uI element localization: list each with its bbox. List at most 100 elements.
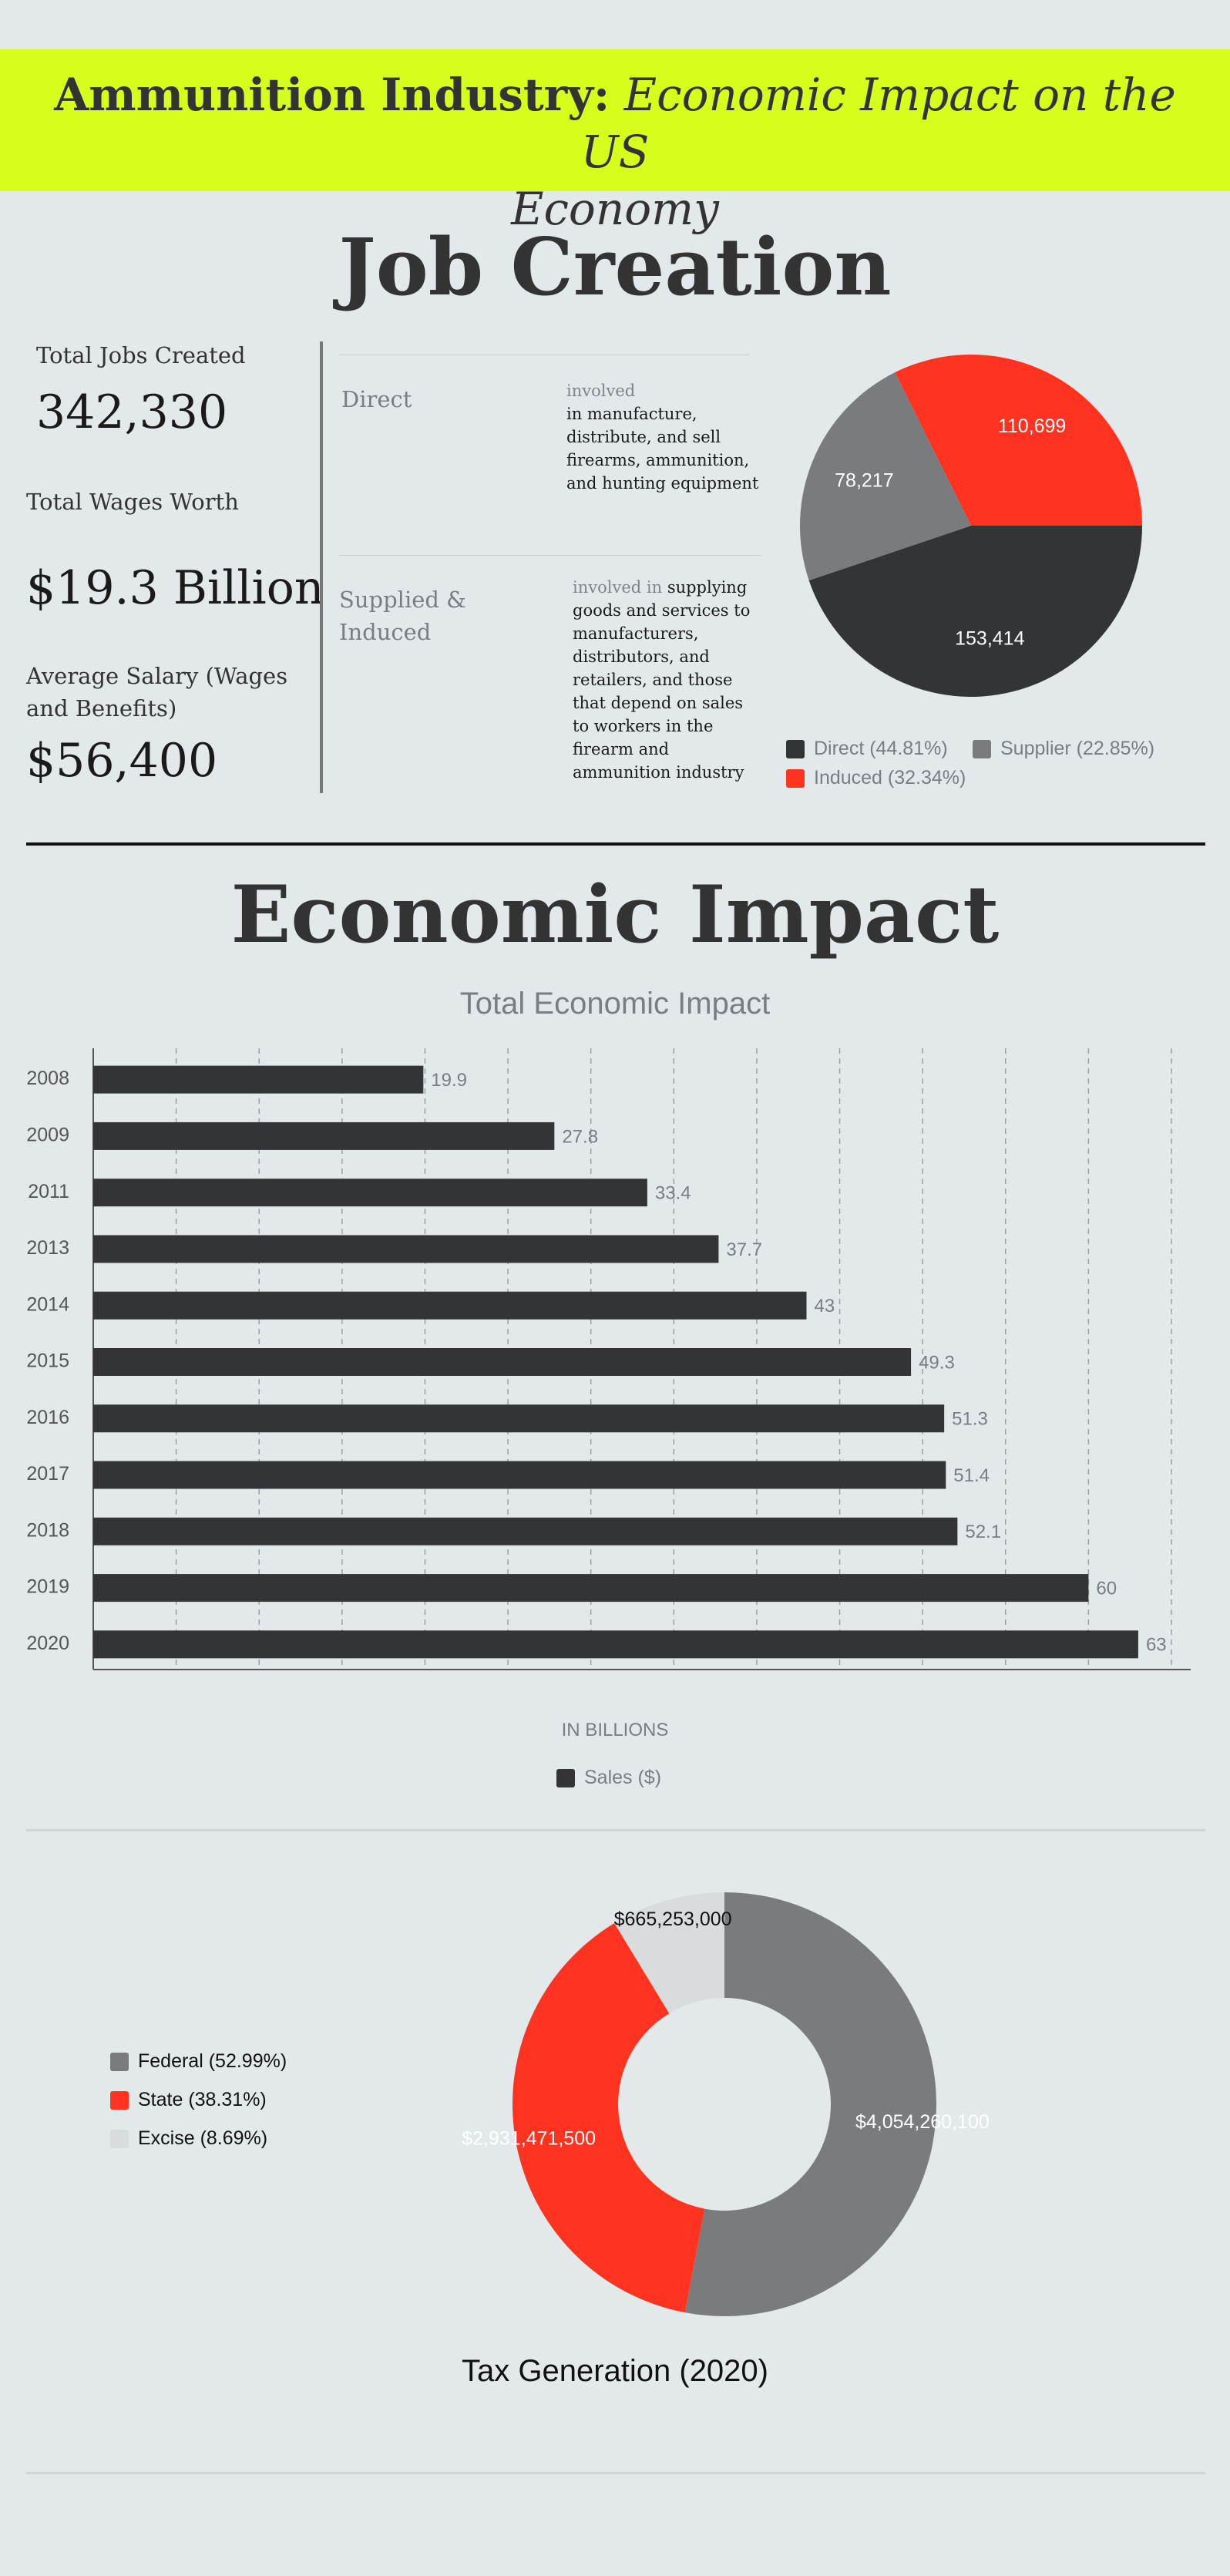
tax-donut-value-label: $665,253,000 <box>614 1908 732 1930</box>
legend-label: State (38.31%) <box>138 2089 267 2110</box>
section-divider <box>26 1829 1205 1831</box>
jobs-legend-item-supplier: Supplier (22.85%) <box>973 738 1154 760</box>
category-induced-lead: involved in <box>573 578 663 597</box>
bar-value-label: 51.4 <box>953 1465 990 1486</box>
bar-2019 <box>93 1574 1089 1602</box>
total-jobs-label: Total Jobs Created <box>36 342 246 368</box>
bar-2020 <box>93 1630 1138 1659</box>
y-tick-label: 2009 <box>26 1125 69 1146</box>
y-tick-label: 2013 <box>26 1237 69 1259</box>
category-induced-desc-line: firearm and <box>573 740 670 758</box>
legend-swatch <box>973 739 991 758</box>
tax-donut-slice-state <box>512 1923 705 2313</box>
jobs-pie-value-label: 78,217 <box>835 469 893 491</box>
section-divider <box>26 842 1205 846</box>
job-creation-title: Job Creation <box>338 221 892 314</box>
bar-value-label: 52.1 <box>965 1522 1001 1542</box>
jobs-legend-item-direct: Direct (44.81%) <box>786 738 948 760</box>
category-induced-desc-line: goods and services to <box>573 601 751 620</box>
category-induced-desc: involved in supplying goods and services… <box>573 576 750 784</box>
category-induced-name-line: Supplied & <box>339 587 466 613</box>
jobs-legend-item-induced: Induced (32.34%) <box>786 767 966 789</box>
bar-2018 <box>93 1517 958 1545</box>
jobs-pie-slice-direct <box>808 526 1142 698</box>
category-induced-desc-line: retailers, and those <box>573 671 733 689</box>
jobs-pie-chart: 153,414 78,217 110,699 <box>800 355 1142 698</box>
category-induced-desc-line: that depend on sales <box>573 694 744 712</box>
tax-legend-item-excise: Excise (8.69%) <box>110 2127 267 2150</box>
category-direct-desc: involved in manufacture, distribute, and… <box>566 379 758 495</box>
page-title: Ammunition Industry: Economic Impact on … <box>46 66 1184 237</box>
bar-2017 <box>93 1461 946 1489</box>
legend-label: Supplier (22.85%) <box>1000 738 1155 759</box>
legend-swatch <box>786 768 805 788</box>
bar-value-label: 43 <box>814 1296 835 1317</box>
bar-value-label: 19.9 <box>431 1070 467 1091</box>
jobs-pie-value-label: 153,414 <box>955 628 1024 650</box>
title-bold: Ammunition Industry: <box>54 69 610 121</box>
bar-chart-title: Total Economic Impact <box>459 987 771 1021</box>
legend-swatch <box>786 739 805 758</box>
bar-chart-xlabel: IN BILLIONS <box>561 1720 669 1740</box>
category-induced-desc-line: to workers in the <box>573 717 714 735</box>
y-tick-label: 2011 <box>28 1181 69 1202</box>
bar-value-label: 27.8 <box>562 1126 598 1147</box>
legend-label: Excise (8.69%) <box>138 2127 268 2149</box>
title-italic-line-1: Economic Impact on the US <box>580 69 1176 178</box>
legend-label: Sales ($) <box>584 1767 662 1788</box>
y-tick-label: 2017 <box>26 1463 69 1485</box>
category-induced-desc-line: ammunition industry <box>573 763 744 782</box>
bar-value-label: 33.4 <box>655 1183 691 1204</box>
tax-donut-chart: $4,054,260,100 $2,931,471,500 $665,253,000 <box>462 1892 990 2316</box>
category-direct-desc-line: in manufacture, <box>566 405 697 423</box>
y-tick-label: 2019 <box>26 1576 69 1598</box>
tax-donut-slice-federal <box>684 1892 936 2316</box>
bar-2011 <box>93 1179 647 1207</box>
y-tick-label: 2020 <box>26 1633 69 1654</box>
jobs-pie-slice-induced <box>895 355 1142 526</box>
avg-salary-value: $56,400 <box>26 734 218 788</box>
bar-value-label: 60 <box>1096 1578 1117 1599</box>
category-induced-name-line: Induced <box>339 619 432 645</box>
total-jobs-value: 342,330 <box>36 385 228 439</box>
y-tick-label: 2008 <box>26 1068 69 1089</box>
category-induced-desc-line: supplying <box>667 578 748 597</box>
y-tick-label: 2018 <box>26 1519 69 1541</box>
footer-divider <box>26 2472 1205 2474</box>
bar-2014 <box>93 1291 807 1320</box>
bar-value-label: 37.7 <box>726 1239 762 1260</box>
bar-2015 <box>93 1348 912 1376</box>
tax-legend-item-federal: Federal (52.99%) <box>110 2050 287 2073</box>
bar-2008 <box>93 1065 424 1094</box>
avg-salary-label-line-2: and Benefits) <box>26 695 177 721</box>
legend-swatch <box>110 2052 129 2071</box>
category-induced-desc-line: manufacturers, <box>573 624 699 643</box>
bar-legend-item-sales: Sales ($) <box>556 1767 661 1789</box>
category-direct-desc-line: firearms, ammunition, <box>566 451 750 469</box>
category-mid-rule <box>339 555 761 556</box>
legend-label: Direct (44.81%) <box>814 738 948 759</box>
legend-swatch <box>110 2129 129 2148</box>
tax-donut-value-label: $2,931,471,500 <box>462 2128 596 2150</box>
category-direct-name-line: Direct <box>341 386 412 412</box>
category-direct-name: Direct <box>341 383 412 415</box>
category-induced-name: Supplied & Induced <box>339 583 466 648</box>
bar-2016 <box>93 1404 945 1433</box>
y-tick-label: 2015 <box>26 1350 69 1372</box>
avg-salary-label-line-1: Average Salary (Wages <box>26 663 288 689</box>
avg-salary-label: Average Salary (Wages and Benefits) <box>26 660 287 725</box>
bar-2013 <box>93 1235 719 1263</box>
tax-legend-item-state: State (38.31%) <box>110 2089 267 2111</box>
tax-donut-slice-excise <box>614 1892 724 2014</box>
jobs-pie-slice-supplier <box>800 372 971 581</box>
y-tick-label: 2016 <box>26 1407 69 1428</box>
total-wages-label: Total Wages Worth <box>26 489 239 515</box>
y-tick-label: 2014 <box>26 1293 69 1315</box>
category-induced-desc-line: distributors, and <box>573 647 710 666</box>
legend-swatch <box>110 2090 129 2110</box>
category-direct-lead: involved <box>566 382 636 400</box>
stats-divider <box>320 341 323 793</box>
legend-label: Induced (32.34%) <box>814 767 966 789</box>
tax-donut-value-label: $4,054,260,100 <box>855 2111 990 2133</box>
category-direct-desc-line: distribute, and sell <box>566 428 721 446</box>
